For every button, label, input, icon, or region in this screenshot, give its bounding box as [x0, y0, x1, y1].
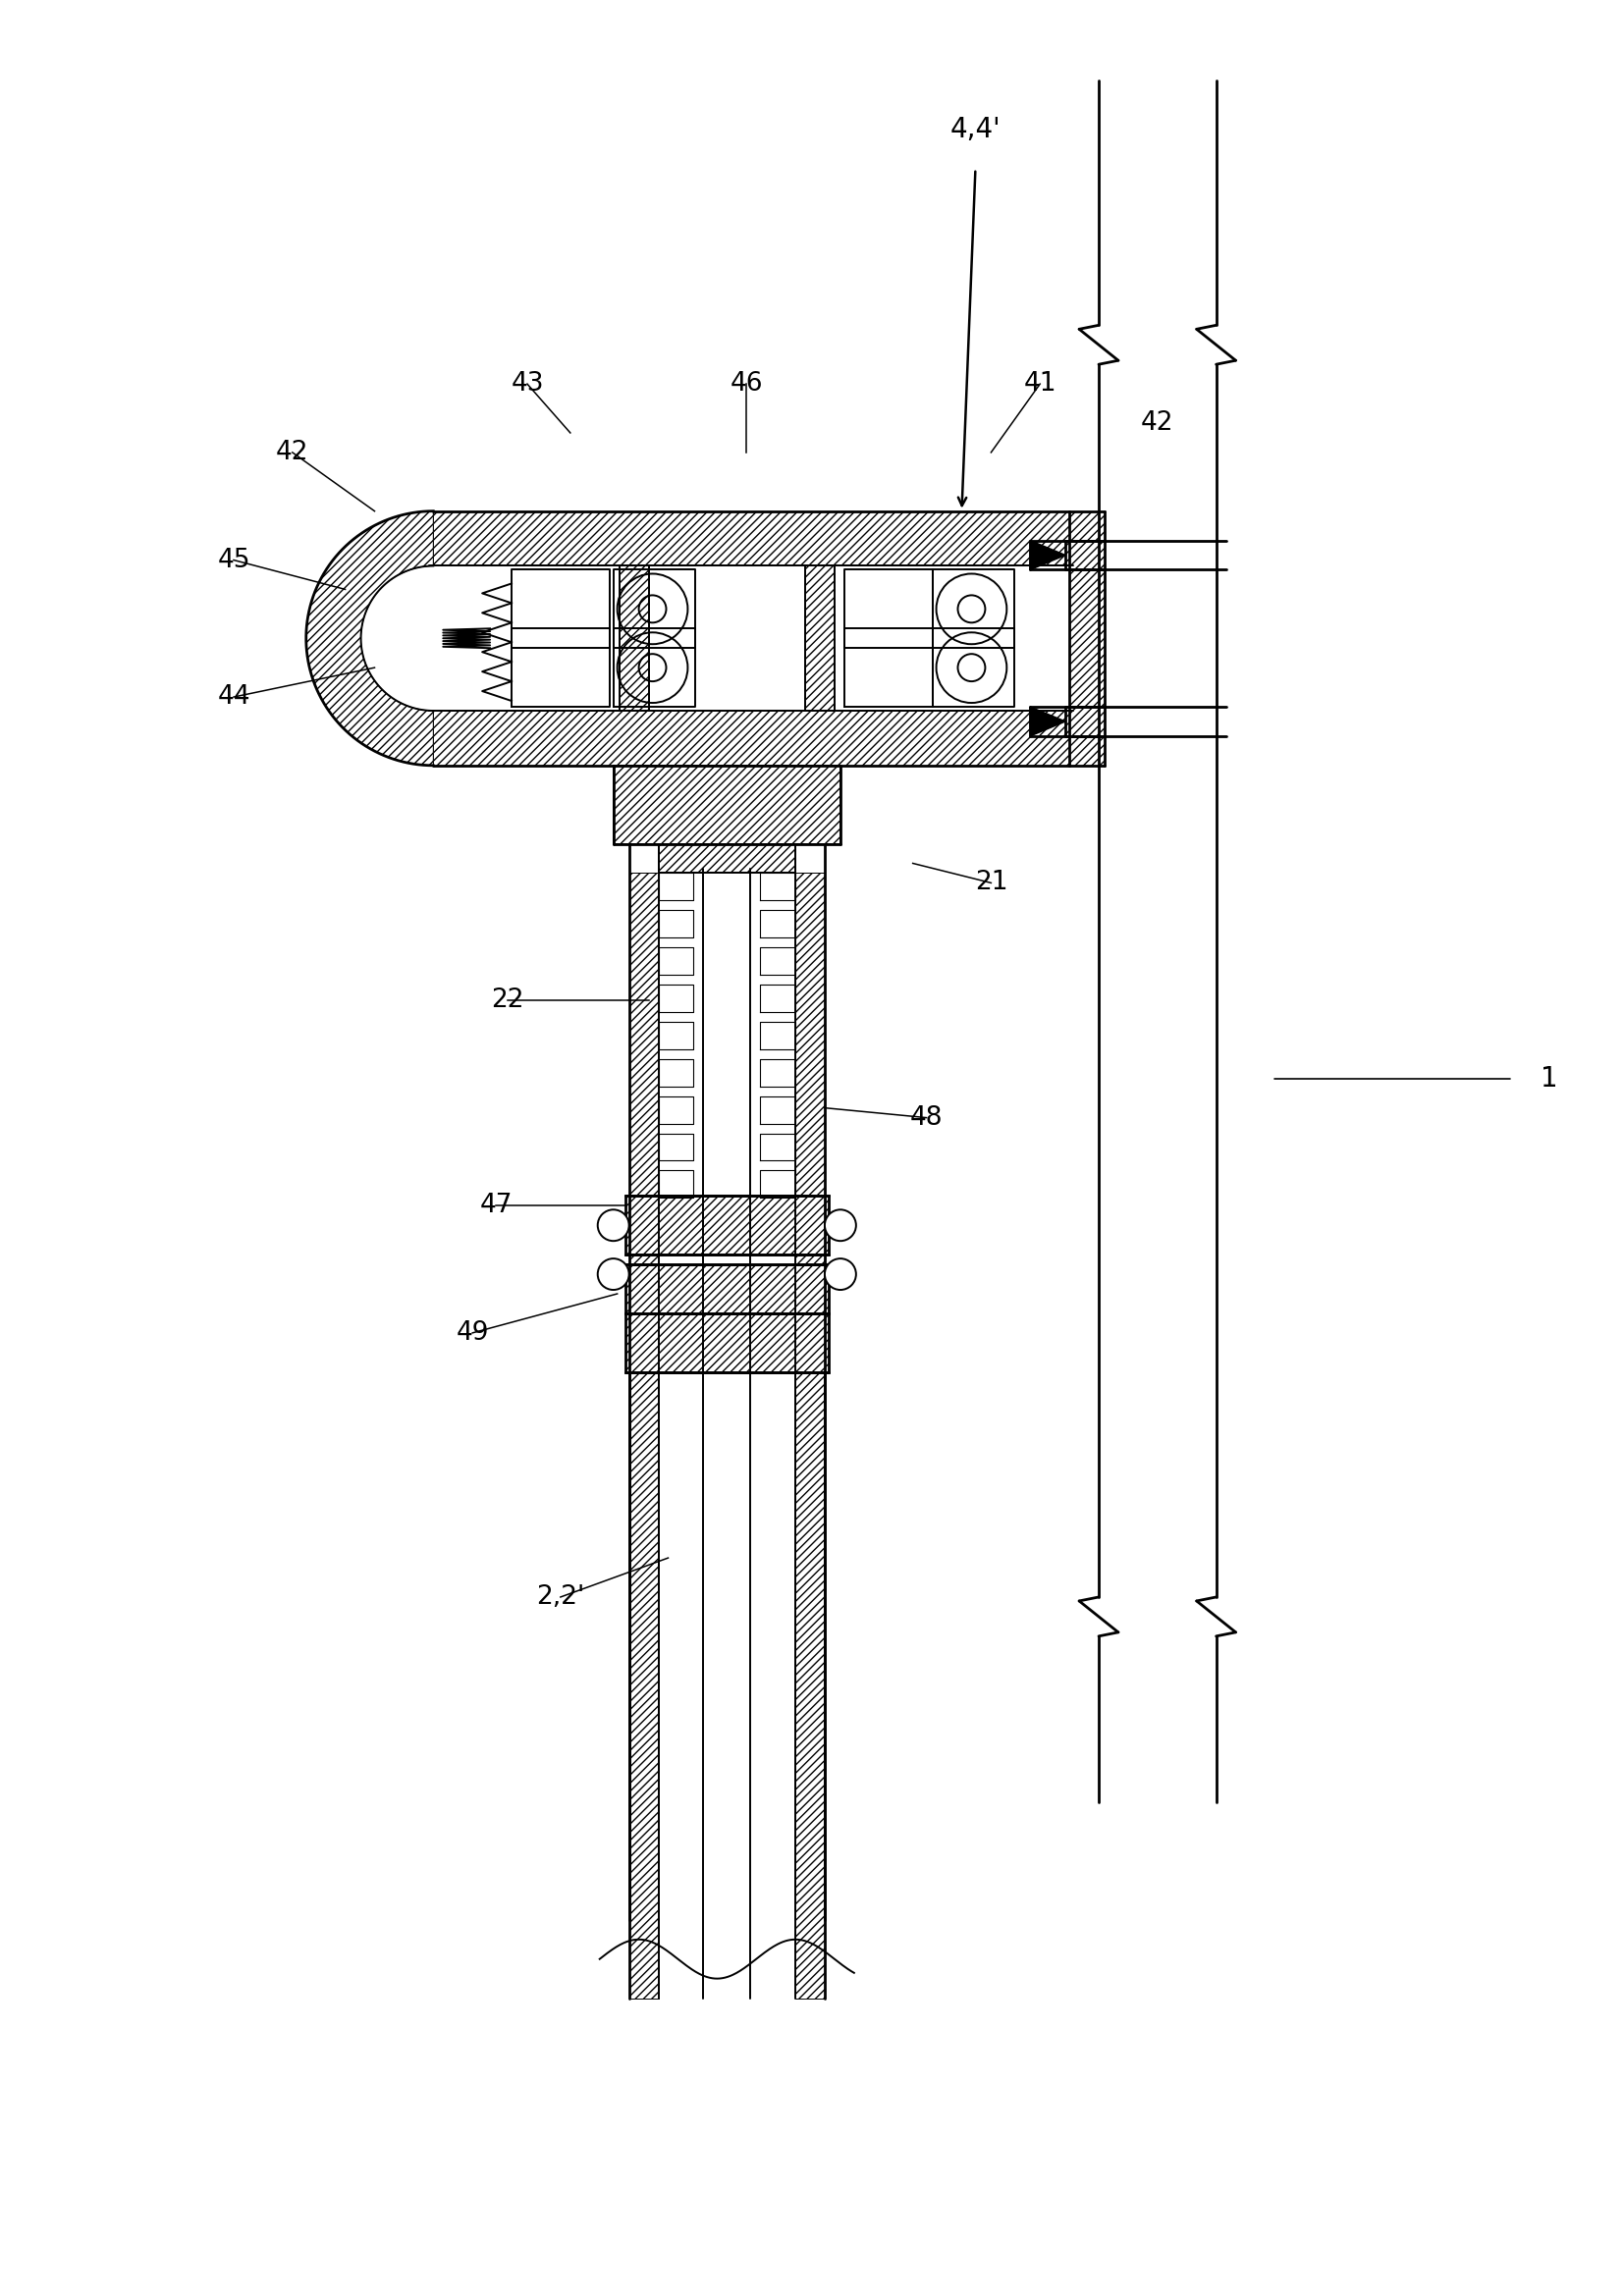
Text: 45: 45	[218, 546, 250, 572]
Text: 42: 42	[1142, 411, 1174, 436]
Circle shape	[598, 1258, 628, 1290]
Text: 47: 47	[479, 1194, 512, 1219]
Polygon shape	[628, 1373, 658, 1998]
Text: 43: 43	[512, 372, 544, 397]
Polygon shape	[619, 565, 648, 712]
Polygon shape	[628, 872, 658, 1215]
Polygon shape	[796, 872, 825, 1215]
Circle shape	[598, 1210, 628, 1240]
Polygon shape	[434, 712, 1069, 765]
Text: 42: 42	[276, 439, 309, 466]
Wedge shape	[305, 512, 434, 765]
Text: 2,2': 2,2'	[536, 1584, 585, 1609]
Polygon shape	[625, 1313, 828, 1373]
Text: 44: 44	[218, 684, 250, 709]
Text: 21: 21	[974, 870, 1007, 895]
Polygon shape	[1030, 707, 1065, 737]
Polygon shape	[625, 1265, 828, 1313]
Polygon shape	[625, 1196, 828, 1254]
Text: 49: 49	[456, 1320, 489, 1345]
Polygon shape	[614, 765, 840, 843]
Text: 1: 1	[1540, 1065, 1557, 1093]
Polygon shape	[1069, 512, 1104, 765]
Text: 48: 48	[909, 1104, 944, 1130]
Text: 46: 46	[731, 372, 763, 397]
Text: 41: 41	[1023, 372, 1057, 397]
Text: 4,4': 4,4'	[950, 115, 1000, 142]
Polygon shape	[1030, 540, 1065, 569]
Polygon shape	[796, 1373, 825, 1998]
Polygon shape	[796, 872, 825, 1919]
Text: 22: 22	[490, 987, 525, 1013]
Polygon shape	[806, 565, 835, 712]
Circle shape	[825, 1258, 856, 1290]
Circle shape	[825, 1210, 856, 1240]
Polygon shape	[628, 872, 658, 1919]
Polygon shape	[658, 843, 796, 872]
Polygon shape	[434, 512, 1069, 565]
